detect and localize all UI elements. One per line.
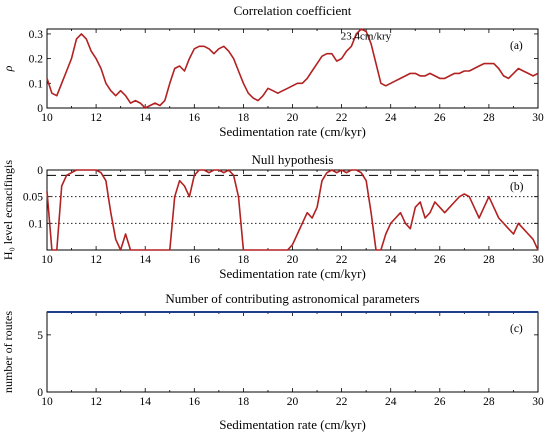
panel-title: Number of contributing astronomical para… xyxy=(165,291,419,306)
y-tick-label: 0.1 xyxy=(29,78,44,90)
x-tick-label: 12 xyxy=(90,112,102,124)
data-series-line xyxy=(46,28,539,109)
panel-label: (a) xyxy=(510,40,523,52)
x-axis-label: Sedimentation rate (cm/kyr) xyxy=(219,124,366,139)
x-tick-label: 20 xyxy=(287,254,299,266)
y-tick-label: 0.1 xyxy=(29,218,44,230)
y-tick-label: 5 xyxy=(37,330,43,342)
plot-frame xyxy=(46,28,539,109)
x-tick-label: 18 xyxy=(238,396,250,408)
x-tick-label: 14 xyxy=(139,396,151,408)
y-tick-label: 0 xyxy=(37,165,43,177)
y-tick-label: 0 xyxy=(37,387,43,399)
x-tick-label: 18 xyxy=(238,112,250,124)
y-tick-label: 0.2 xyxy=(29,54,44,66)
x-tick-label: 26 xyxy=(434,396,446,408)
x-tick-label: 10 xyxy=(41,396,53,408)
y-tick-label: 0.3 xyxy=(29,29,44,41)
x-tick-label: 28 xyxy=(483,112,495,124)
x-tick-label: 22 xyxy=(336,396,348,408)
plot-frame xyxy=(46,311,539,393)
plot-frame xyxy=(46,169,539,251)
x-axis-label: Sedimentation rate (cm/kyr) xyxy=(219,266,366,281)
x-tick-label: 30 xyxy=(532,396,544,408)
y-axis-label: H₀ level ecnacifingis xyxy=(1,160,15,260)
y-tick-label: 0 xyxy=(37,103,43,115)
x-tick-label: 28 xyxy=(483,396,495,408)
x-tick-label: 20 xyxy=(287,112,299,124)
panel-label: (b) xyxy=(510,181,524,193)
panel-title: Correlation coefficient xyxy=(234,3,352,18)
x-tick-label: 16 xyxy=(189,112,201,124)
panel-label: (c) xyxy=(510,323,523,335)
panel-3: Number of contributing astronomical para… xyxy=(1,291,544,432)
x-tick-label: 14 xyxy=(139,112,151,124)
x-tick-label: 30 xyxy=(532,254,544,266)
panel-2: Null hypothesis 10 12 14 16 18 20 22 24 26 28 30 0 0.… xyxy=(1,152,544,281)
x-tick-label: 18 xyxy=(238,254,250,266)
panel-1: Correlation coefficient 10 12 14 16 18 20 22 24 2… xyxy=(1,3,544,139)
x-tick-label: 30 xyxy=(532,112,544,124)
x-tick-label: 20 xyxy=(287,396,299,408)
x-tick-label: 24 xyxy=(385,112,397,124)
x-tick-label: 12 xyxy=(90,254,102,266)
x-tick-label: 22 xyxy=(336,112,348,124)
x-tick-label: 26 xyxy=(434,254,446,266)
x-tick-label: 24 xyxy=(385,396,397,408)
y-tick-label: 0.05 xyxy=(23,192,43,204)
peak-annotation: 23.4cm/kry xyxy=(341,30,392,42)
data-series-line xyxy=(46,169,539,251)
x-tick-label: 24 xyxy=(385,254,397,266)
y-axis-label: number of routes xyxy=(1,311,15,393)
x-tick-label: 22 xyxy=(336,254,348,266)
x-tick-label: 14 xyxy=(139,254,151,266)
x-tick-label: 12 xyxy=(90,396,102,408)
x-tick-label: 10 xyxy=(41,254,53,266)
x-tick-label: 28 xyxy=(483,254,495,266)
y-axis-label: ρ xyxy=(1,65,15,72)
x-tick-label: 10 xyxy=(41,112,53,124)
x-tick-label: 16 xyxy=(189,254,201,266)
panel-title: Null hypothesis xyxy=(252,152,334,167)
x-tick-label: 16 xyxy=(189,396,201,408)
x-tick-label: 26 xyxy=(434,112,446,124)
x-axis-label: Sedimentation rate (cm/kyr) xyxy=(219,417,366,432)
